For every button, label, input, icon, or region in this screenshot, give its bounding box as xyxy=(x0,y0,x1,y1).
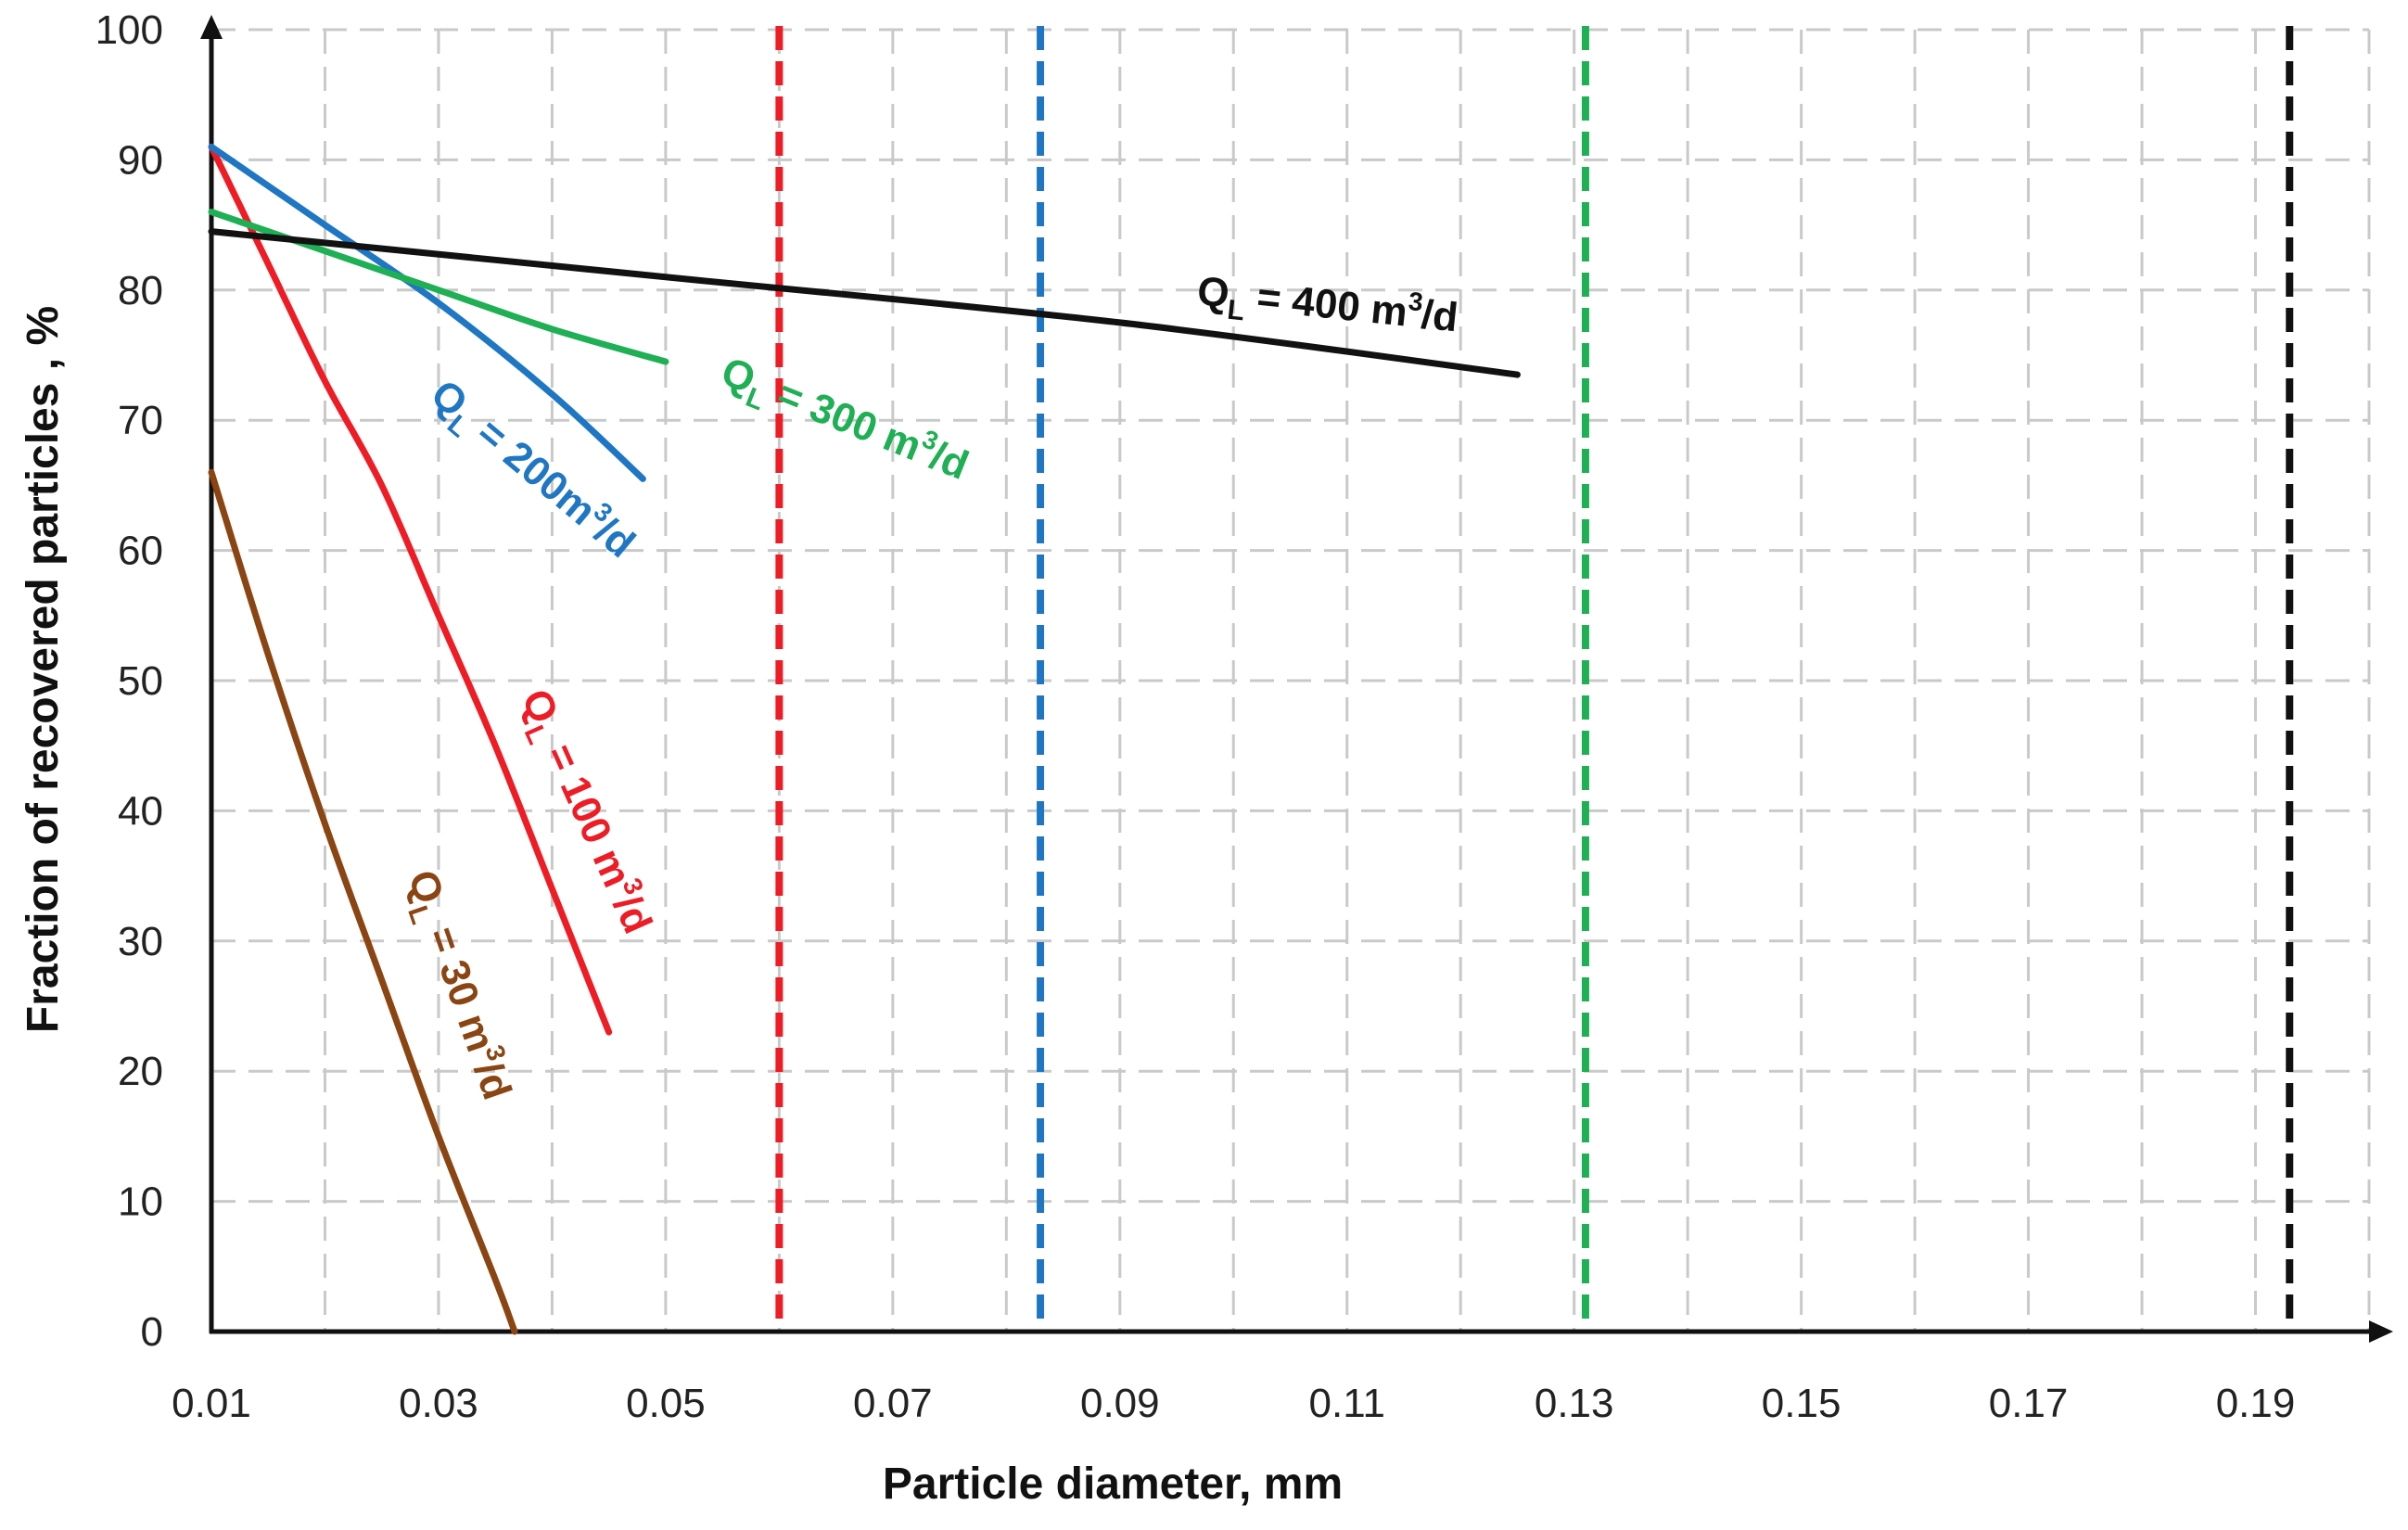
y-axis-title: Fraction of recovered particles , % xyxy=(19,306,68,1033)
x-axis-title: Particle diameter, mm xyxy=(883,1460,1343,1509)
x-axis-arrow xyxy=(2369,1320,2393,1343)
series-line xyxy=(208,468,518,1335)
x-tick-label: 0.09 xyxy=(1080,1381,1160,1426)
x-tick-label: 0.03 xyxy=(399,1381,478,1426)
series-label-part: L xyxy=(1226,295,1246,327)
series-label-part: Q xyxy=(1195,268,1231,316)
series-label-part: /d xyxy=(465,1056,520,1105)
y-tick-label: 80 xyxy=(118,268,163,313)
grid xyxy=(211,28,2371,1332)
y-tick-label: 100 xyxy=(96,7,163,53)
y-tick-label: 70 xyxy=(118,398,163,443)
series-line xyxy=(208,228,1521,378)
y-tick-label: 0 xyxy=(141,1309,163,1355)
series-label: QL = 200m3/d xyxy=(417,368,646,573)
threshold-lines xyxy=(775,26,2294,1332)
y-tick-label: 40 xyxy=(118,788,163,834)
x-tick-label: 0.15 xyxy=(1762,1381,1841,1426)
series-line xyxy=(208,143,646,482)
series-label-part: = 30 m xyxy=(415,911,503,1057)
y-tick-label: 50 xyxy=(118,658,163,704)
axes xyxy=(200,15,2393,1343)
series-label-part: Q xyxy=(400,864,452,909)
y-axis-arrow xyxy=(200,15,223,39)
series-label-part: = 400 m xyxy=(1243,274,1409,336)
y-tick-label: 20 xyxy=(118,1049,163,1094)
series-line xyxy=(208,143,613,1036)
x-tick-label: 0.11 xyxy=(1309,1381,1385,1426)
series-curves xyxy=(208,143,1521,1335)
x-tick-label: 0.07 xyxy=(853,1381,933,1426)
series-label-part: /d xyxy=(605,888,661,940)
series-label-part: 3 xyxy=(1407,287,1424,316)
x-tick-labels: 0.01 0.03 0.05 0.07 0.09 0.11 0.13 0.15 0.17 0.19 xyxy=(172,1381,2295,1426)
x-tick-label: 0.05 xyxy=(626,1381,706,1426)
x-tick-label: 0.17 xyxy=(1989,1381,2069,1426)
x-tick-label: 0.13 xyxy=(1535,1381,1614,1426)
series-label: QL = 100 m3/d xyxy=(505,682,664,944)
y-tick-label: 10 xyxy=(118,1179,163,1225)
y-tick-label: 60 xyxy=(118,529,163,574)
series-label-part: /d xyxy=(1420,292,1460,341)
series-label-part: = 300 m xyxy=(760,367,928,470)
y-tick-label: 90 xyxy=(118,137,163,183)
x-tick-label: 0.19 xyxy=(2216,1381,2296,1426)
x-tick-label: 0.01 xyxy=(172,1381,251,1426)
y-tick-labels: 0 10 20 30 40 50 60 70 80 90 100 xyxy=(96,7,163,1355)
y-tick-label: 30 xyxy=(118,919,163,964)
